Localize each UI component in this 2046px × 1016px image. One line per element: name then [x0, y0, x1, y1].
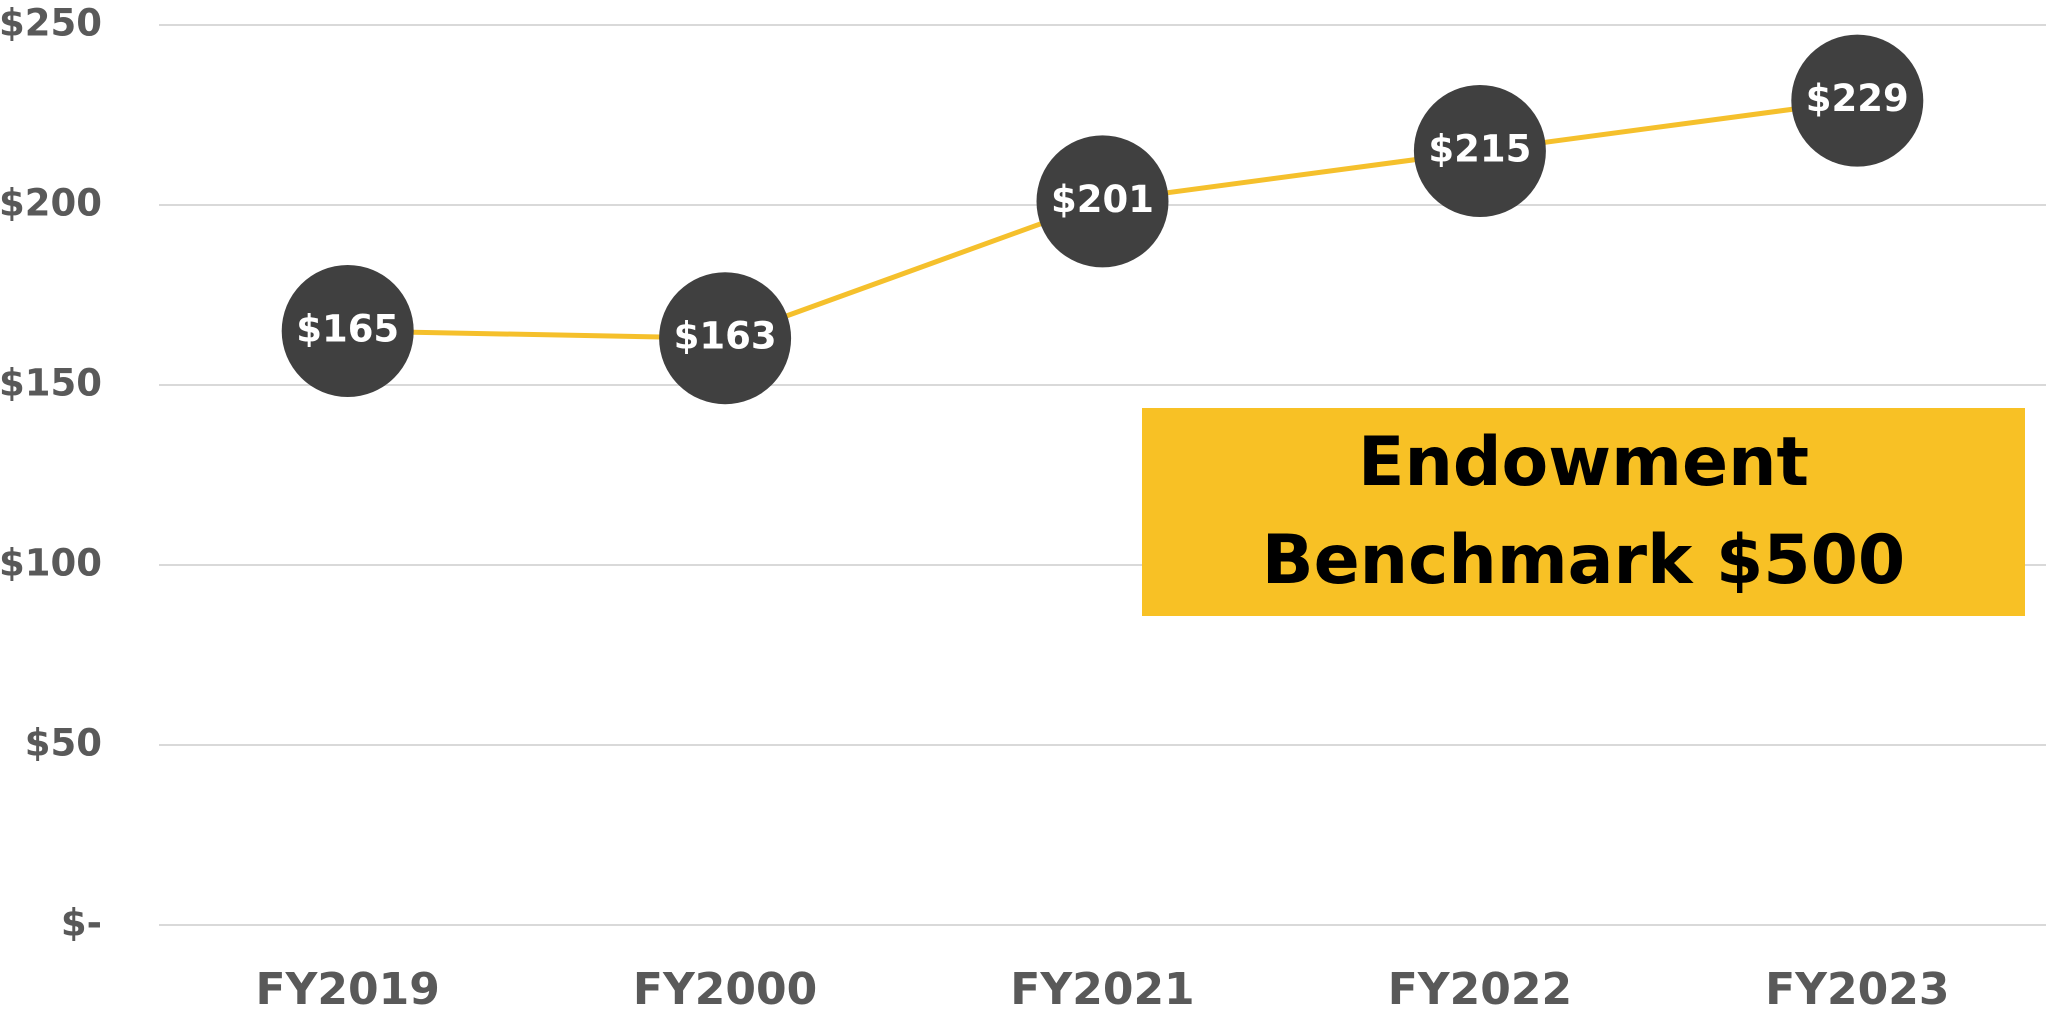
x-tick-label: FY2000 — [633, 964, 817, 1015]
marker — [1791, 34, 1924, 167]
annotation-box: Endowment Benchmark $500 — [1142, 408, 2025, 616]
data-label: $165 — [296, 308, 399, 351]
x-tick-label: FY2022 — [1388, 964, 1572, 1015]
data-label: $215 — [1428, 128, 1531, 171]
x-tick-label: FY2019 — [256, 964, 440, 1015]
y-tick-label: $100 — [0, 542, 102, 585]
y-tick-label: $200 — [0, 182, 102, 225]
y-tick-label: $- — [61, 902, 102, 945]
data-label: $229 — [1806, 77, 1909, 120]
marker — [281, 265, 414, 397]
y-tick-label: $50 — [25, 722, 102, 765]
y-tick-label: $150 — [0, 362, 102, 405]
y-tick-label: $250 — [0, 2, 102, 45]
x-tick-label: FY2023 — [1765, 964, 1949, 1015]
marker — [1036, 135, 1169, 268]
data-label: $163 — [674, 315, 777, 358]
data-label: $201 — [1051, 178, 1154, 221]
x-tick-label: FY2021 — [1010, 964, 1194, 1015]
marker — [659, 272, 792, 405]
marker — [1413, 85, 1546, 217]
